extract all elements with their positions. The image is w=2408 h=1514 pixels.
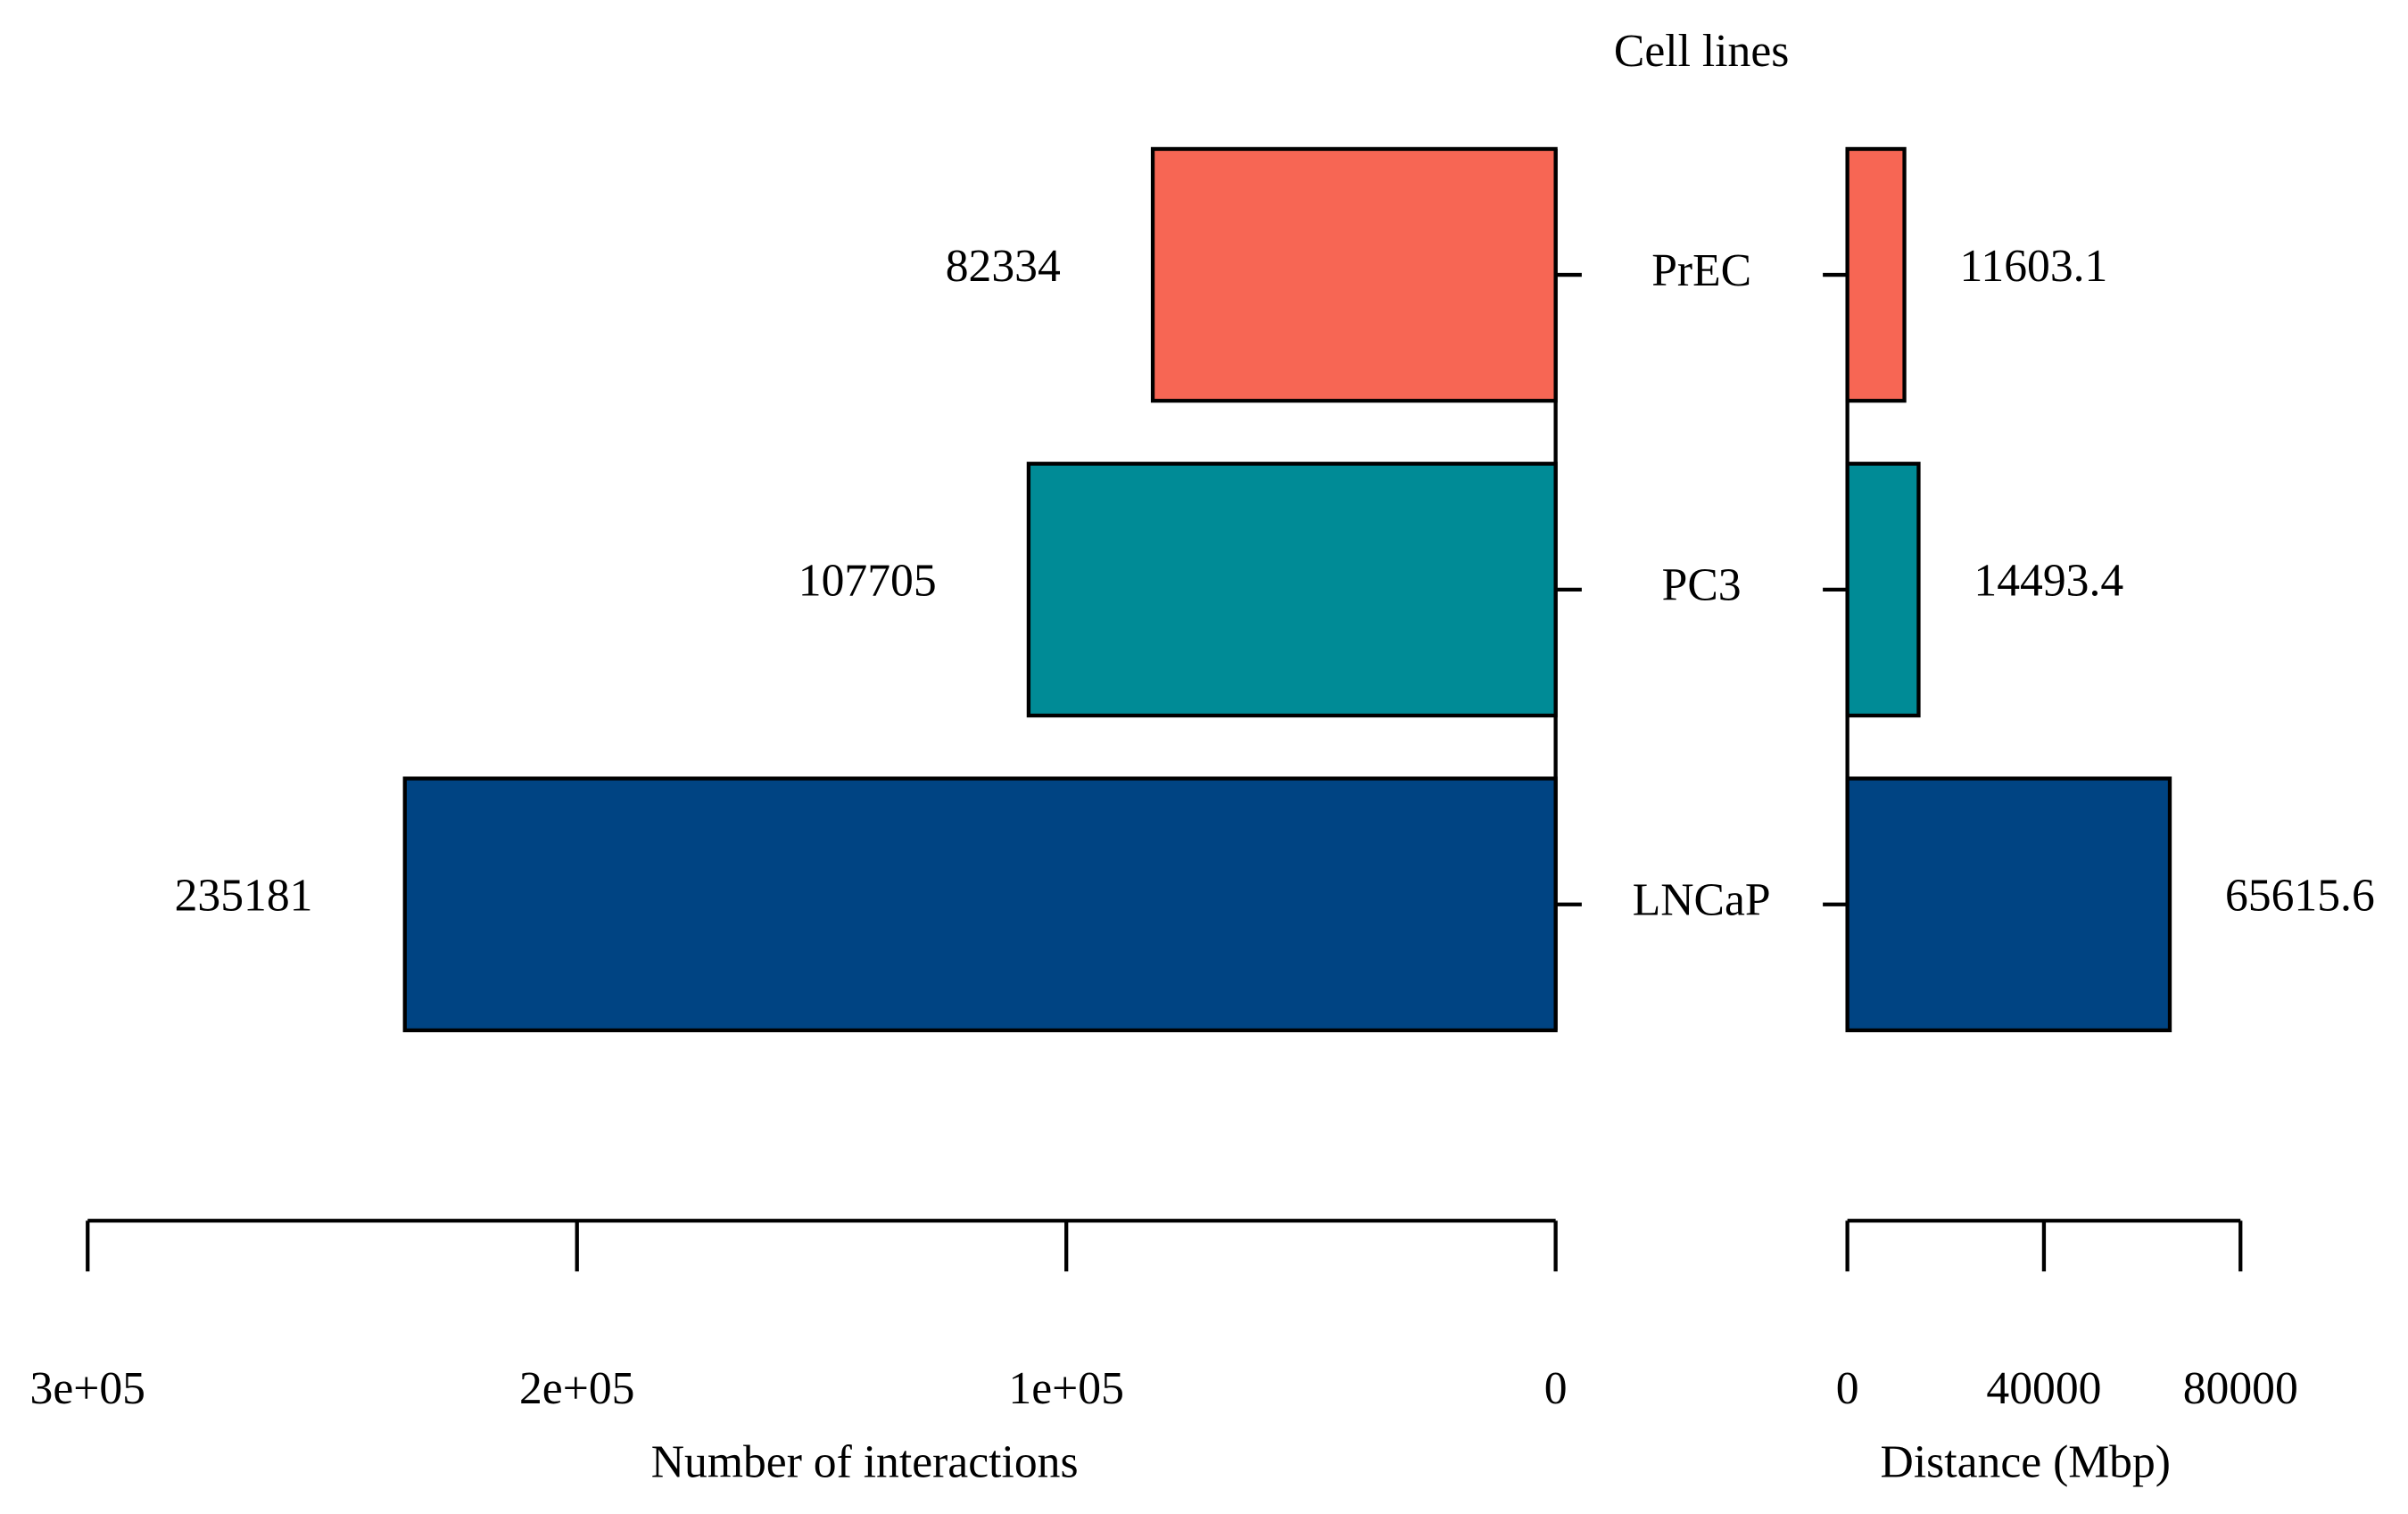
x-tick-label: 80000 [2183,1363,2298,1414]
x-tick-label: 0 [1836,1363,1859,1414]
bar [1845,776,2172,1033]
value-label: 107705 [799,556,937,607]
x-tick-label: 0 [1544,1363,1568,1414]
x-axis-title: Distance (Mbp) [1881,1436,2171,1487]
value-label: 65615.6 [2225,870,2375,921]
x-tick-label: 40000 [1986,1363,2101,1414]
category-label: PrEC [1651,245,1751,296]
category-label: LNCaP [1633,875,1771,926]
x-tick-label: 1e+05 [1008,1363,1123,1414]
bar [1845,146,1907,403]
category-label: PC3 [1662,560,1742,611]
value-label: 14493.4 [1974,556,2123,607]
bar [1845,461,1921,718]
bar [402,776,1558,1033]
x-tick-label: 3e+05 [30,1363,145,1414]
value-label: 235181 [175,870,313,921]
x-axis-title: Number of interactions [651,1436,1079,1487]
bar [1150,146,1558,403]
value-label: 82334 [946,241,1061,292]
category-axis-title: Cell lines [1614,26,1789,77]
bar [1026,461,1558,718]
x-tick-label: 2e+05 [519,1363,634,1414]
value-label: 11603.1 [1960,241,2108,292]
